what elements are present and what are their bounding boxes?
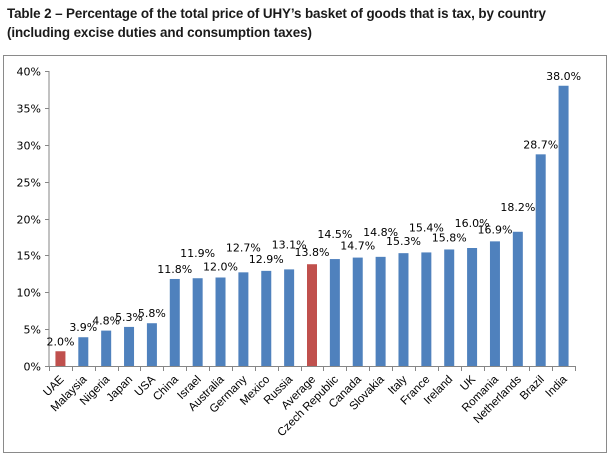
category-label: Japan [105,374,136,405]
data-label: 16.0% [455,217,490,230]
bar-italy [398,253,409,366]
category-labels: UAEMalaysiaNigeriaJapanUSAChinaIsraelAus… [41,373,570,439]
y-tick-label: 10% [17,287,41,300]
bars [55,85,569,366]
y-tick-label: 40% [17,66,41,79]
data-label: 11.9% [180,247,215,260]
category-label: Brazil [518,374,547,403]
bar-netherlands [512,231,523,366]
y-tick-label: 15% [17,250,41,263]
y-tick-label: 0% [24,361,41,374]
bar-usa [146,323,157,366]
data-label: 11.8% [157,263,192,276]
bar-uk [467,248,478,366]
bar-canada [352,257,363,366]
data-label: 14.7% [340,240,375,253]
bar-romania [489,241,500,366]
bar-average [307,264,317,366]
bar-australia [215,277,226,366]
data-label: 15.8% [432,231,467,244]
data-label: 12.0% [203,261,238,274]
data-label: 5.8% [138,307,166,320]
y-tick-label: 25% [17,177,41,190]
bar-france [421,252,432,366]
y-tick-label: 20% [17,214,41,227]
bar-india [558,85,569,366]
data-label: 4.8% [92,315,120,328]
bar-japan [124,326,135,366]
bar-uae [55,351,66,366]
bar-china [169,278,180,366]
data-label: 5.3% [115,311,143,324]
data-label: 12.9% [249,253,284,266]
y-tick-label: 5% [24,324,41,337]
data-label: 16.9% [477,223,512,236]
data-label: 3.9% [69,321,97,334]
data-label: 13.1% [272,238,307,251]
bar-russia [284,269,295,366]
bar-malaysia [78,337,89,366]
data-label: 28.7% [523,138,558,151]
bar-slovakia [375,256,386,366]
data-label: 12.7% [226,241,261,254]
data-label: 18.2% [500,201,535,214]
bar-israel [192,278,203,366]
category-label: India [544,373,571,400]
y-tick-label: 35% [17,103,41,116]
chart-title: Table 2 – Percentage of the total price … [7,6,546,40]
category-label: China [151,373,181,403]
data-label: 15.3% [386,235,421,248]
axes: 0% 5% 10% 15% 20% 25% 30% 35% 40% [17,66,576,374]
bar-ireland [444,249,455,366]
data-label: 2.0% [46,335,74,348]
bar-brazil [535,154,546,366]
data-label: 13.8% [295,246,330,259]
data-labels: 2.0%3.9%4.8%5.3%5.8% 11.8% 11.9%12.0% 12.7%… [46,70,581,349]
bar-nigeria [101,330,112,366]
data-label: 14.8% [363,226,398,239]
data-label: 15.4% [409,221,444,234]
y-tick-label: 30% [17,140,41,153]
data-label: 38.0% [546,70,581,83]
bar-czech-republic [329,259,340,366]
bar-mexico [261,270,272,366]
chart-frame [3,55,607,453]
bar-germany [238,272,249,366]
data-label: 14.5% [317,228,352,241]
